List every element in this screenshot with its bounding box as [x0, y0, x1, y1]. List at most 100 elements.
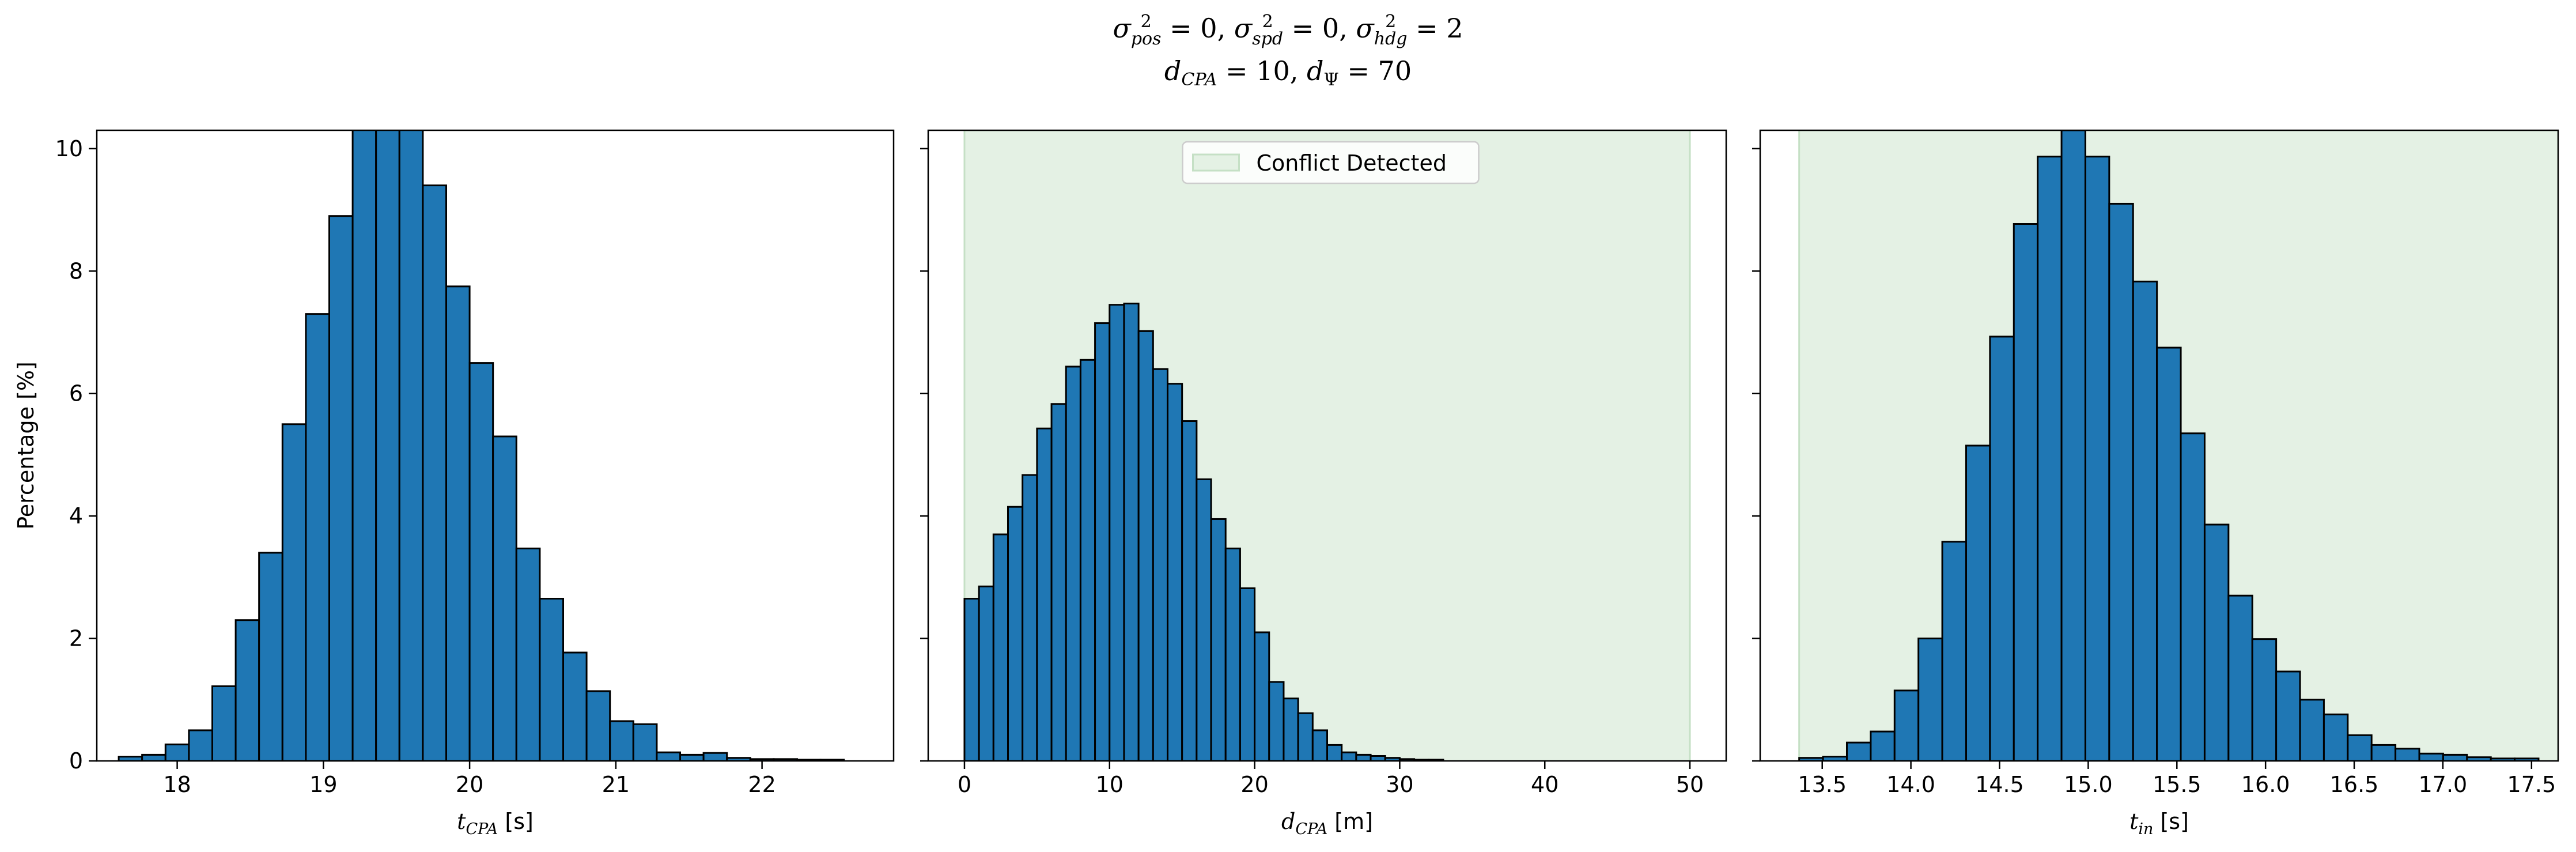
x-tick-label: 14.5	[1975, 772, 2024, 797]
histogram-bar	[2180, 432, 2206, 761]
histogram-bar	[2156, 346, 2182, 761]
histogram-bar	[1137, 330, 1154, 761]
title-subscript: spd	[1252, 29, 1284, 49]
x-axis-label: tin [s]	[2129, 809, 2189, 838]
histogram-bar	[1965, 444, 1991, 761]
histogram-bar	[375, 130, 400, 761]
histogram-bar	[963, 598, 980, 761]
title-symbol: σ	[1356, 13, 1374, 44]
x-axis-label: tCPA [s]	[457, 809, 534, 838]
title-superscript: 2	[1262, 12, 1273, 32]
x-tick-label: 20	[1240, 772, 1268, 797]
axes-frame	[96, 129, 895, 762]
x-tick-label: 19	[309, 772, 337, 797]
y-tick-label: 0	[69, 748, 83, 774]
title-line-1: σ 2 pos = 0, σ 2 spd = 0, σ 2 hdg = 2	[0, 13, 2576, 48]
x-axis-label-symbol: d	[1281, 809, 1295, 834]
histogram-bar	[2227, 594, 2253, 761]
x-axis-label-symbol: t	[457, 809, 466, 834]
title-superscript: 2	[1140, 12, 1152, 32]
x-axis-label-subscript: CPA	[1295, 820, 1327, 838]
histogram-bar	[978, 585, 994, 761]
histogram-bar	[1283, 698, 1299, 761]
x-tick-label: 40	[1531, 772, 1559, 797]
histogram-bar	[1152, 368, 1169, 761]
x-tick-label: 21	[602, 772, 630, 797]
histogram-bar	[1254, 631, 1270, 761]
y-tick-label: 8	[69, 258, 83, 284]
histogram-bar	[1036, 427, 1053, 761]
title-symbol: d	[1307, 55, 1324, 86]
x-tick-label: 30	[1386, 772, 1413, 797]
histogram-bar	[2442, 753, 2468, 761]
plot-area	[963, 130, 1691, 761]
legend-swatch	[1192, 153, 1240, 172]
histogram-bar	[211, 685, 237, 761]
x-tick-label: 15.5	[2153, 772, 2201, 797]
histogram-bar	[492, 435, 517, 761]
histogram-bar	[1196, 478, 1212, 761]
histogram-bar	[2514, 757, 2540, 761]
histogram-bar	[1065, 365, 1081, 761]
histogram-bar	[2084, 156, 2110, 761]
panel-3: 13.5 14.0 14.5 15.0 15.5 16.0 16.5 17.0 17.5 tin …	[1752, 129, 2559, 838]
title-subscript: hdg	[1374, 29, 1408, 49]
histogram-bar	[656, 751, 682, 761]
panel-1: 18 19 20 21 22 0 2 4 6 8 10 tCPA [s] Percentage [%]	[13, 129, 895, 838]
histogram-bar	[1341, 751, 1357, 761]
histogram-bar	[2322, 713, 2349, 761]
legend-box	[1182, 141, 1480, 184]
plot-area	[118, 130, 845, 761]
histogram-bar	[562, 651, 588, 761]
x-axis-label: dCPA [m]	[1281, 809, 1373, 838]
histogram-bar	[2037, 156, 2063, 761]
title-subscript: CPA	[1181, 70, 1217, 90]
histogram-bar	[632, 723, 658, 761]
x-tick-label: 14.0	[1886, 772, 1935, 797]
title-subscript: pos	[1130, 29, 1162, 49]
histogram-bar	[1181, 420, 1198, 761]
x-axis-label-subscript: in	[2138, 820, 2153, 838]
x-tick-label: 17.0	[2419, 772, 2468, 797]
x-axis-label-unit: [s]	[498, 809, 534, 834]
title-value: = 0,	[1283, 13, 1356, 44]
histogram-bar	[445, 285, 471, 761]
histogram-bar	[468, 362, 494, 761]
histogram-bar	[1370, 755, 1386, 761]
title-symbol: d	[1164, 55, 1182, 86]
y-tick-label: 6	[69, 381, 83, 406]
histogram-bar	[281, 423, 307, 761]
histogram-bar	[1311, 729, 1328, 761]
x-tick-label: 16.5	[2330, 772, 2379, 797]
histogram-bar	[2132, 280, 2158, 761]
histogram-bar	[2275, 670, 2301, 761]
x-axis-label-subscript: CPA	[466, 820, 498, 838]
histogram-bar	[164, 743, 190, 761]
histogram-bar	[422, 184, 447, 761]
histogram-bar	[141, 753, 167, 761]
histogram-bar	[234, 619, 260, 761]
histogram-bar	[1079, 359, 1096, 761]
histogram-bar	[305, 313, 330, 761]
histogram-bar	[609, 720, 634, 761]
histogram-bar	[2013, 223, 2039, 761]
histogram-bar	[2108, 202, 2134, 761]
x-tick-label: 13.5	[1798, 772, 1847, 797]
plot-area	[1798, 130, 2558, 761]
histogram-bar	[2203, 523, 2230, 761]
histogram-bar	[2299, 699, 2325, 761]
histogram-bar	[585, 690, 611, 761]
panel-2: 0 10 20 30 40 50 dCPA [m] Conflict Detected	[920, 129, 1727, 838]
histogram-bar	[1326, 744, 1343, 761]
histogram-bar	[2370, 744, 2397, 761]
title-subscript: Ψ	[1323, 70, 1339, 90]
histogram-bar	[702, 752, 728, 761]
title-symbol: σ	[1113, 13, 1131, 44]
histogram-bar	[992, 533, 1009, 761]
histogram-bar	[2395, 748, 2420, 761]
title-value: = 70	[1338, 55, 1412, 86]
y-tick-label: 10	[55, 136, 83, 161]
x-tick-label: 17.5	[2507, 772, 2556, 797]
histogram-bar	[1109, 304, 1125, 761]
